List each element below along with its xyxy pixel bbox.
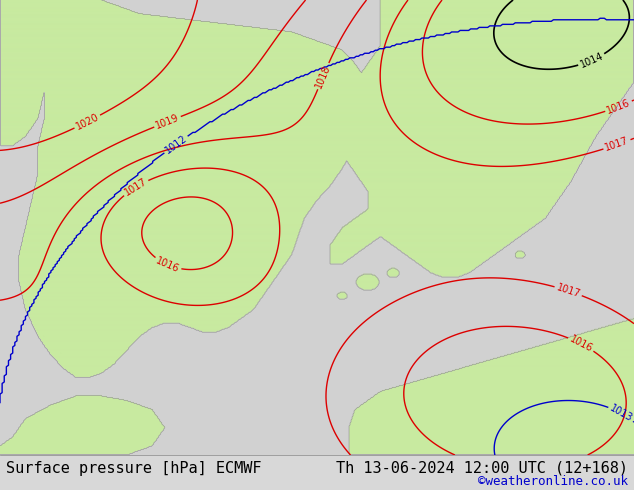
- Text: 1016: 1016: [155, 255, 181, 274]
- Text: 1020: 1020: [74, 112, 101, 132]
- Text: 1017: 1017: [555, 282, 581, 299]
- Text: 1019: 1019: [154, 113, 181, 131]
- Text: 1014: 1014: [578, 51, 605, 70]
- Text: 1016: 1016: [568, 334, 594, 354]
- Text: 1018: 1018: [314, 63, 333, 89]
- Text: 1017: 1017: [604, 136, 630, 153]
- Text: 1012: 1012: [163, 133, 189, 156]
- Text: Surface pressure [hPa] ECMWF: Surface pressure [hPa] ECMWF: [6, 461, 262, 476]
- Text: Th 13-06-2024 12:00 UTC (12+168): Th 13-06-2024 12:00 UTC (12+168): [335, 461, 628, 476]
- Text: ©weatheronline.co.uk: ©weatheronline.co.uk: [477, 475, 628, 488]
- Text: 1016: 1016: [605, 98, 632, 116]
- Text: 1017: 1017: [122, 176, 149, 198]
- Text: 1013: 1013: [608, 403, 634, 424]
